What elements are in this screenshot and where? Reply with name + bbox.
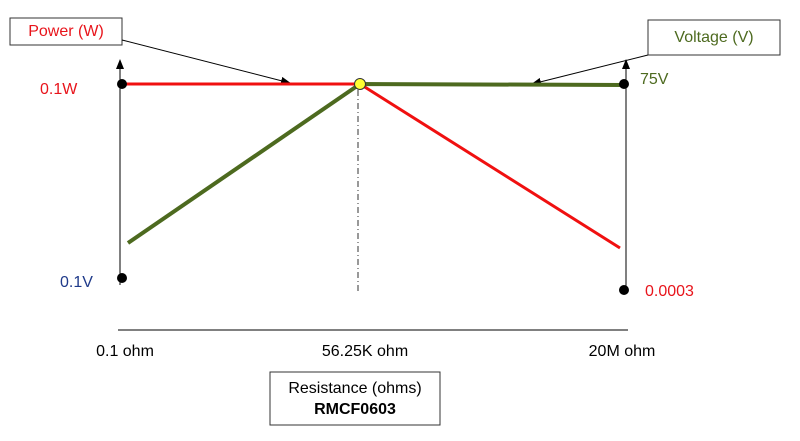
dot — [619, 79, 629, 89]
power-arrow — [121, 39, 291, 85]
right-bottom-label: 0.0003 — [645, 283, 694, 300]
dot — [619, 285, 629, 295]
voltage-box — [647, 19, 781, 56]
left-bottom-label: 0.1V — [60, 274, 93, 291]
voltage-label: Voltage (V) — [674, 29, 753, 46]
x-label: 56.25K ohm — [322, 343, 408, 360]
left-top-label: 0.1W — [40, 81, 78, 98]
power-label: Power (W) — [28, 23, 104, 40]
power-box — [9, 17, 123, 46]
crossover-dot — [354, 78, 366, 90]
x-label: 20M ohm — [589, 343, 656, 360]
caption-line1: Resistance (ohms) — [288, 380, 421, 397]
dot — [117, 79, 127, 89]
x-label: 0.1 ohm — [96, 343, 154, 360]
caption-line2: RMCF0603 — [314, 401, 396, 418]
right-top-label: 75V — [640, 71, 669, 88]
caption-box — [269, 371, 441, 426]
dot — [117, 273, 127, 283]
